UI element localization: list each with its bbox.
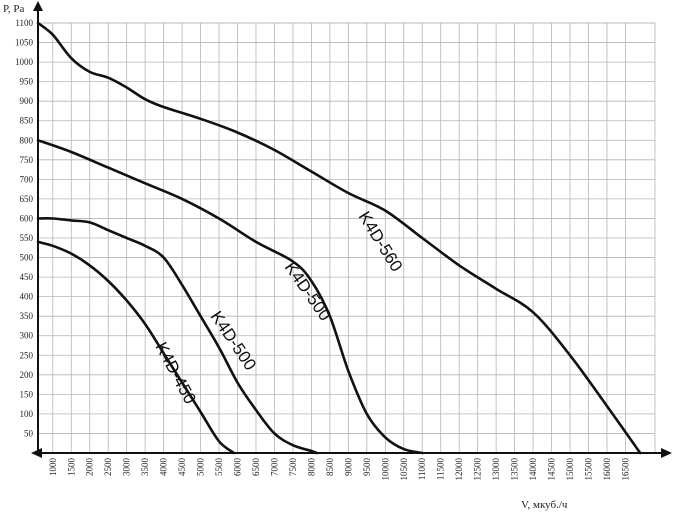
y-tick-label: 350 xyxy=(20,311,34,321)
y-tick-label: 450 xyxy=(20,272,34,282)
x-tick-label: 5500 xyxy=(214,458,224,477)
y-tick-label: 750 xyxy=(20,155,34,165)
series-line-3 xyxy=(36,139,424,455)
y-tick-label: 100 xyxy=(20,409,34,419)
x-tick-label: 14000 xyxy=(528,458,538,481)
x-tick-label: 16500 xyxy=(620,458,630,481)
x-tick-label: 13500 xyxy=(510,458,520,481)
x-tick-label: 9000 xyxy=(343,458,353,477)
y-tick-label: 900 xyxy=(20,96,34,106)
x-tick-label: 4000 xyxy=(159,458,169,477)
y-axis-label: P, Pa xyxy=(3,3,25,15)
x-tick-label: 9500 xyxy=(362,458,372,477)
x-tick-label: 14500 xyxy=(547,458,557,481)
series-line-2 xyxy=(36,217,319,455)
x-tick-label: 8500 xyxy=(325,458,335,477)
chart-grid xyxy=(38,22,656,453)
x-tick-label: 2000 xyxy=(85,458,95,477)
x-axis-arrow-right xyxy=(661,448,672,458)
chart-axes xyxy=(31,1,672,458)
x-axis-arrow-left xyxy=(31,448,42,458)
series-label-k4d-450: K4D-450 xyxy=(151,339,199,407)
y-tick-label: 400 xyxy=(20,292,34,302)
x-tick-label: 3000 xyxy=(122,458,132,477)
chart-series xyxy=(36,21,642,455)
series-line-4 xyxy=(36,21,642,455)
y-tick-label: 700 xyxy=(20,174,34,184)
x-tick-label: 15000 xyxy=(565,458,575,481)
y-tick-label: 200 xyxy=(20,370,34,380)
y-tick-label: 850 xyxy=(20,116,34,126)
y-tick-label: 550 xyxy=(20,233,34,243)
x-tick-label: 5000 xyxy=(196,458,206,477)
x-tick-label: 13000 xyxy=(491,458,501,481)
y-tick-label: 950 xyxy=(20,77,34,87)
x-tick-label: 1000 xyxy=(48,458,58,477)
y-tick-label: 600 xyxy=(20,213,34,223)
y-tick-label: 1050 xyxy=(15,38,34,48)
y-tick-label: 1100 xyxy=(15,18,33,28)
x-tick-label: 10500 xyxy=(399,458,409,481)
series-line-1 xyxy=(36,240,236,455)
x-tick-label: 8000 xyxy=(306,458,316,477)
x-tick-label: 2500 xyxy=(103,458,113,477)
x-tick-label: 11500 xyxy=(436,458,446,481)
x-tick-label: 16000 xyxy=(602,458,612,481)
x-tick-label: 7000 xyxy=(269,458,279,477)
x-tick-label: 7500 xyxy=(288,458,298,477)
x-tick-labels: 1000 1500 2000 2500 3000 3500 4000 4500 5000 5500… xyxy=(48,458,631,481)
y-axis-arrow xyxy=(33,1,43,11)
y-tick-label: 250 xyxy=(20,350,34,360)
x-tick-label: 3500 xyxy=(140,458,150,477)
x-tick-label: 12000 xyxy=(454,458,464,481)
y-tick-labels: 50 100 150 200 250 300 350 400 450 500 550 600 650 70… xyxy=(15,18,34,438)
x-tick-label: 10000 xyxy=(380,458,390,481)
x-tick-label: 6500 xyxy=(251,458,261,477)
x-tick-label: 1500 xyxy=(66,458,76,477)
x-tick-label: 6000 xyxy=(233,458,243,477)
series-label-k4d-500-large: K4D-500 xyxy=(281,258,335,324)
x-tick-label: 12500 xyxy=(473,458,483,481)
y-tick-label: 1000 xyxy=(15,57,34,67)
y-tick-label: 500 xyxy=(20,253,34,263)
y-tick-label: 50 xyxy=(24,428,34,438)
y-tick-label: 800 xyxy=(20,135,34,145)
y-tick-label: 300 xyxy=(20,331,34,341)
x-tick-label: 11000 xyxy=(417,458,427,481)
x-tick-label: 4500 xyxy=(177,458,187,477)
x-axis-label: V, мкуб./ч xyxy=(521,499,568,511)
x-tick-label: 15500 xyxy=(583,458,593,481)
y-tick-label: 150 xyxy=(20,389,34,399)
y-tick-label: 650 xyxy=(20,194,34,204)
